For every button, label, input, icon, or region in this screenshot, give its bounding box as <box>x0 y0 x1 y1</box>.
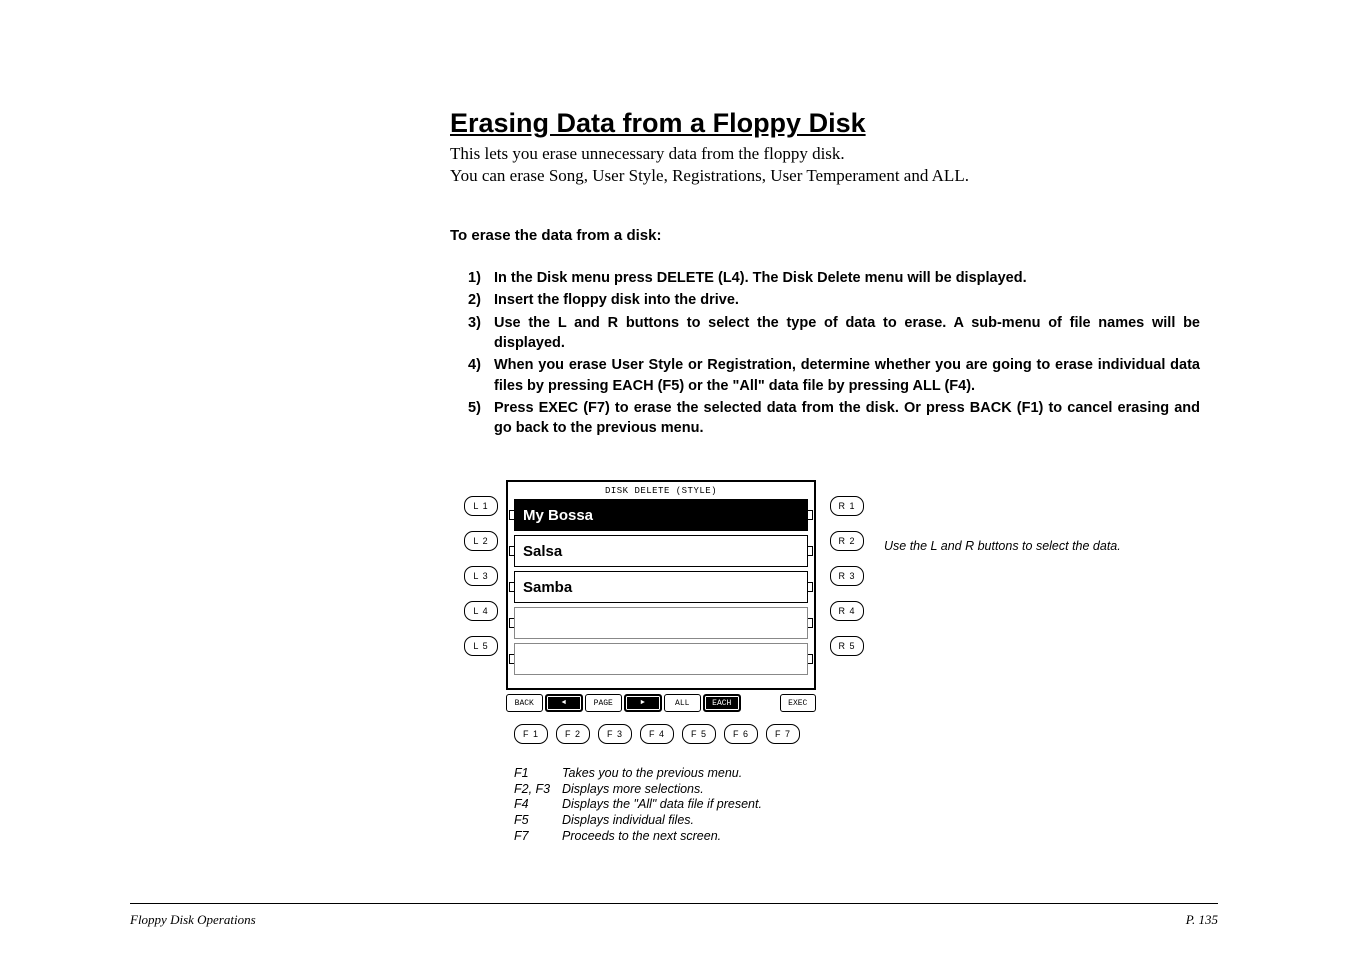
lcd-softkey <box>545 694 584 712</box>
lcd-row: Samba <box>514 571 808 603</box>
step-item: 3)Use the L and R buttons to select the … <box>468 313 1200 354</box>
lcd-softkey: BACK <box>506 694 543 712</box>
step-item: 1)In the Disk menu press DELETE (L4). Th… <box>468 268 1200 288</box>
page-title: Erasing Data from a Floppy Disk <box>450 108 1240 139</box>
lcd-row <box>514 643 808 675</box>
intro-line: You can erase Song, User Style, Registra… <box>450 165 1240 187</box>
f-button: F 1 <box>514 724 548 744</box>
l-button: L 3 <box>464 566 498 586</box>
intro-line: This lets you erase unnecessary data fro… <box>450 143 1240 165</box>
subheading: To erase the data from a disk: <box>450 227 1240 244</box>
f-button: F 2 <box>556 724 590 744</box>
lcd-softkey: EACH <box>703 694 742 712</box>
legend-row: F1Takes you to the previous menu. <box>514 766 762 782</box>
step-item: 4)When you erase User Style or Registrat… <box>468 355 1200 396</box>
f-buttons-row: F 1 F 2 F 3 F 4 F 5 F 6 F 7 <box>514 724 800 744</box>
lcd-row: My Bossa <box>514 499 808 531</box>
r-button: R 3 <box>830 566 864 586</box>
lcd-softkey: PAGE <box>585 694 622 712</box>
step-item: 5)Press EXEC (F7) to erase the selected … <box>468 398 1200 439</box>
r-button: R 4 <box>830 601 864 621</box>
r-button: R 2 <box>830 531 864 551</box>
footer-right: P. 135 <box>1186 912 1218 928</box>
f-button: F 7 <box>766 724 800 744</box>
legend-row: F7Proceeds to the next screen. <box>514 829 762 845</box>
f-button: F 6 <box>724 724 758 744</box>
page-footer: Floppy Disk Operations P. 135 <box>130 903 1218 928</box>
lcd-softkey: ALL <box>664 694 701 712</box>
lcd-screen: DISK DELETE (STYLE) My Bossa Salsa Samba B… <box>506 480 816 712</box>
right-buttons: R 1 R 2 R 3 R 4 R 5 <box>830 496 864 656</box>
l-button: L 1 <box>464 496 498 516</box>
r-button: R 1 <box>830 496 864 516</box>
f-button: F 3 <box>598 724 632 744</box>
l-button: L 4 <box>464 601 498 621</box>
lcd-softkey <box>743 694 778 712</box>
f-key-legend: F1Takes you to the previous menu.F2, F3D… <box>514 766 762 844</box>
lcd-softkey <box>624 694 663 712</box>
lcd-row: Salsa <box>514 535 808 567</box>
f-button: F 4 <box>640 724 674 744</box>
left-buttons: L 1 L 2 L 3 L 4 L 5 <box>464 496 498 656</box>
lcd-header: DISK DELETE (STYLE) <box>514 486 808 496</box>
legend-row: F5Displays individual files. <box>514 813 762 829</box>
caption-right: Use the L and R buttons to select the da… <box>884 539 1121 553</box>
lcd-softkey: EXEC <box>780 694 817 712</box>
intro-text: This lets you erase unnecessary data fro… <box>450 143 1240 187</box>
legend-row: F4Displays the "All" data file if presen… <box>514 797 762 813</box>
r-button: R 5 <box>830 636 864 656</box>
steps-list: 1)In the Disk menu press DELETE (L4). Th… <box>450 268 1200 438</box>
l-button: L 5 <box>464 636 498 656</box>
f-button: F 5 <box>682 724 716 744</box>
footer-left: Floppy Disk Operations <box>130 912 256 928</box>
l-button: L 2 <box>464 531 498 551</box>
lcd-row <box>514 607 808 639</box>
step-item: 2)Insert the floppy disk into the drive. <box>468 290 1200 310</box>
legend-row: F2, F3Displays more selections. <box>514 782 762 798</box>
